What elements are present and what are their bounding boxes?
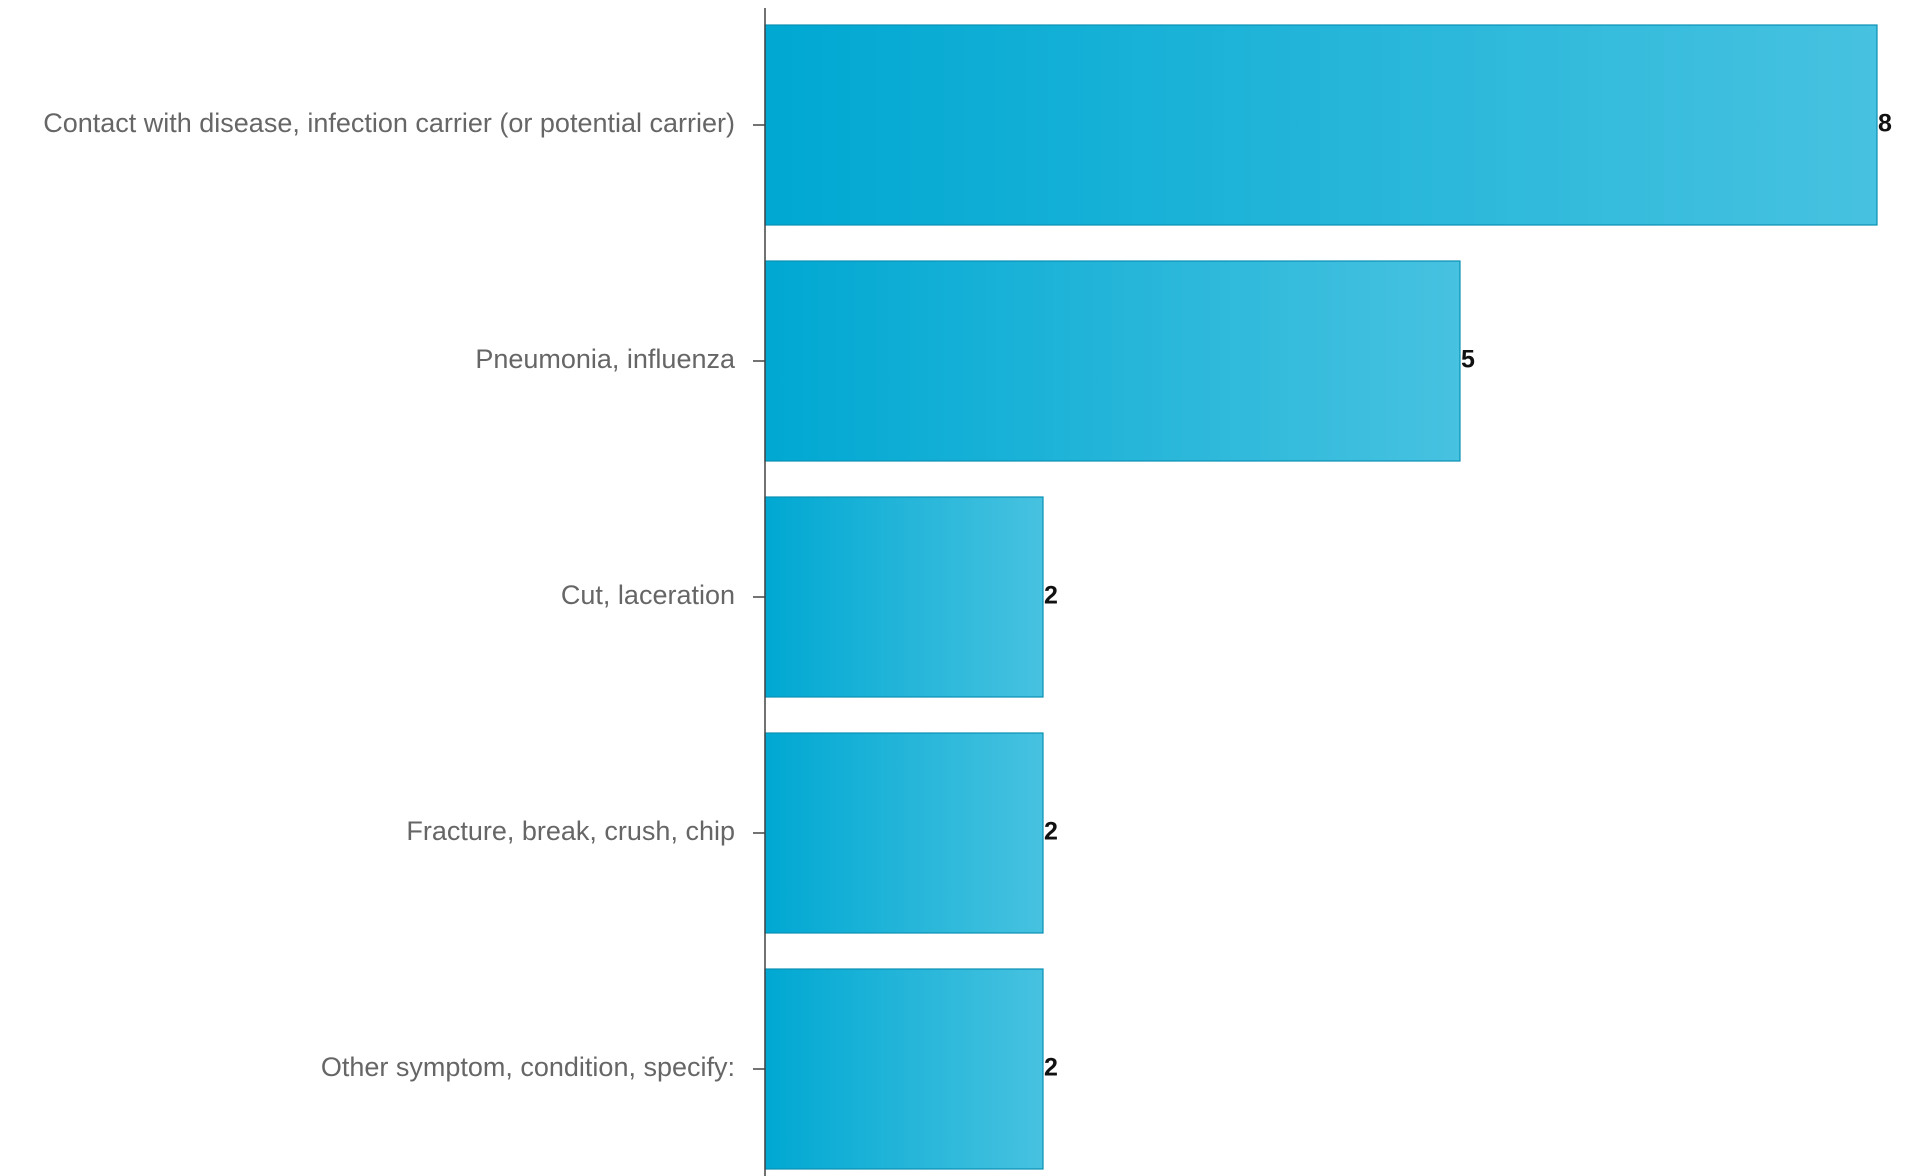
bar-2 <box>764 496 1044 698</box>
value-label-0: 8 <box>1878 110 1892 138</box>
category-label-1: Pneumonia, influenza <box>475 344 736 374</box>
bar-3 <box>764 732 1044 934</box>
bars-layer <box>764 24 1878 1170</box>
category-label-3: Fracture, break, crush, chip <box>406 816 735 846</box>
category-label-0: Contact with disease, infection carrier … <box>43 108 735 138</box>
value-label-2: 2 <box>1044 582 1058 610</box>
bar-0 <box>764 24 1878 226</box>
value-label-1: 5 <box>1461 346 1475 374</box>
category-labels: Contact with disease, infection carrier … <box>43 108 736 1082</box>
value-label-4: 2 <box>1044 1054 1058 1082</box>
ticks-layer <box>753 124 765 1070</box>
value-labels: 8 5 2 2 2 <box>1044 110 1892 1082</box>
category-label-2: Cut, laceration <box>561 580 735 610</box>
bar-4 <box>764 968 1044 1170</box>
category-label-4: Other symptom, condition, specify: <box>321 1052 735 1082</box>
bar-1 <box>764 260 1461 462</box>
value-label-3: 2 <box>1044 818 1058 846</box>
